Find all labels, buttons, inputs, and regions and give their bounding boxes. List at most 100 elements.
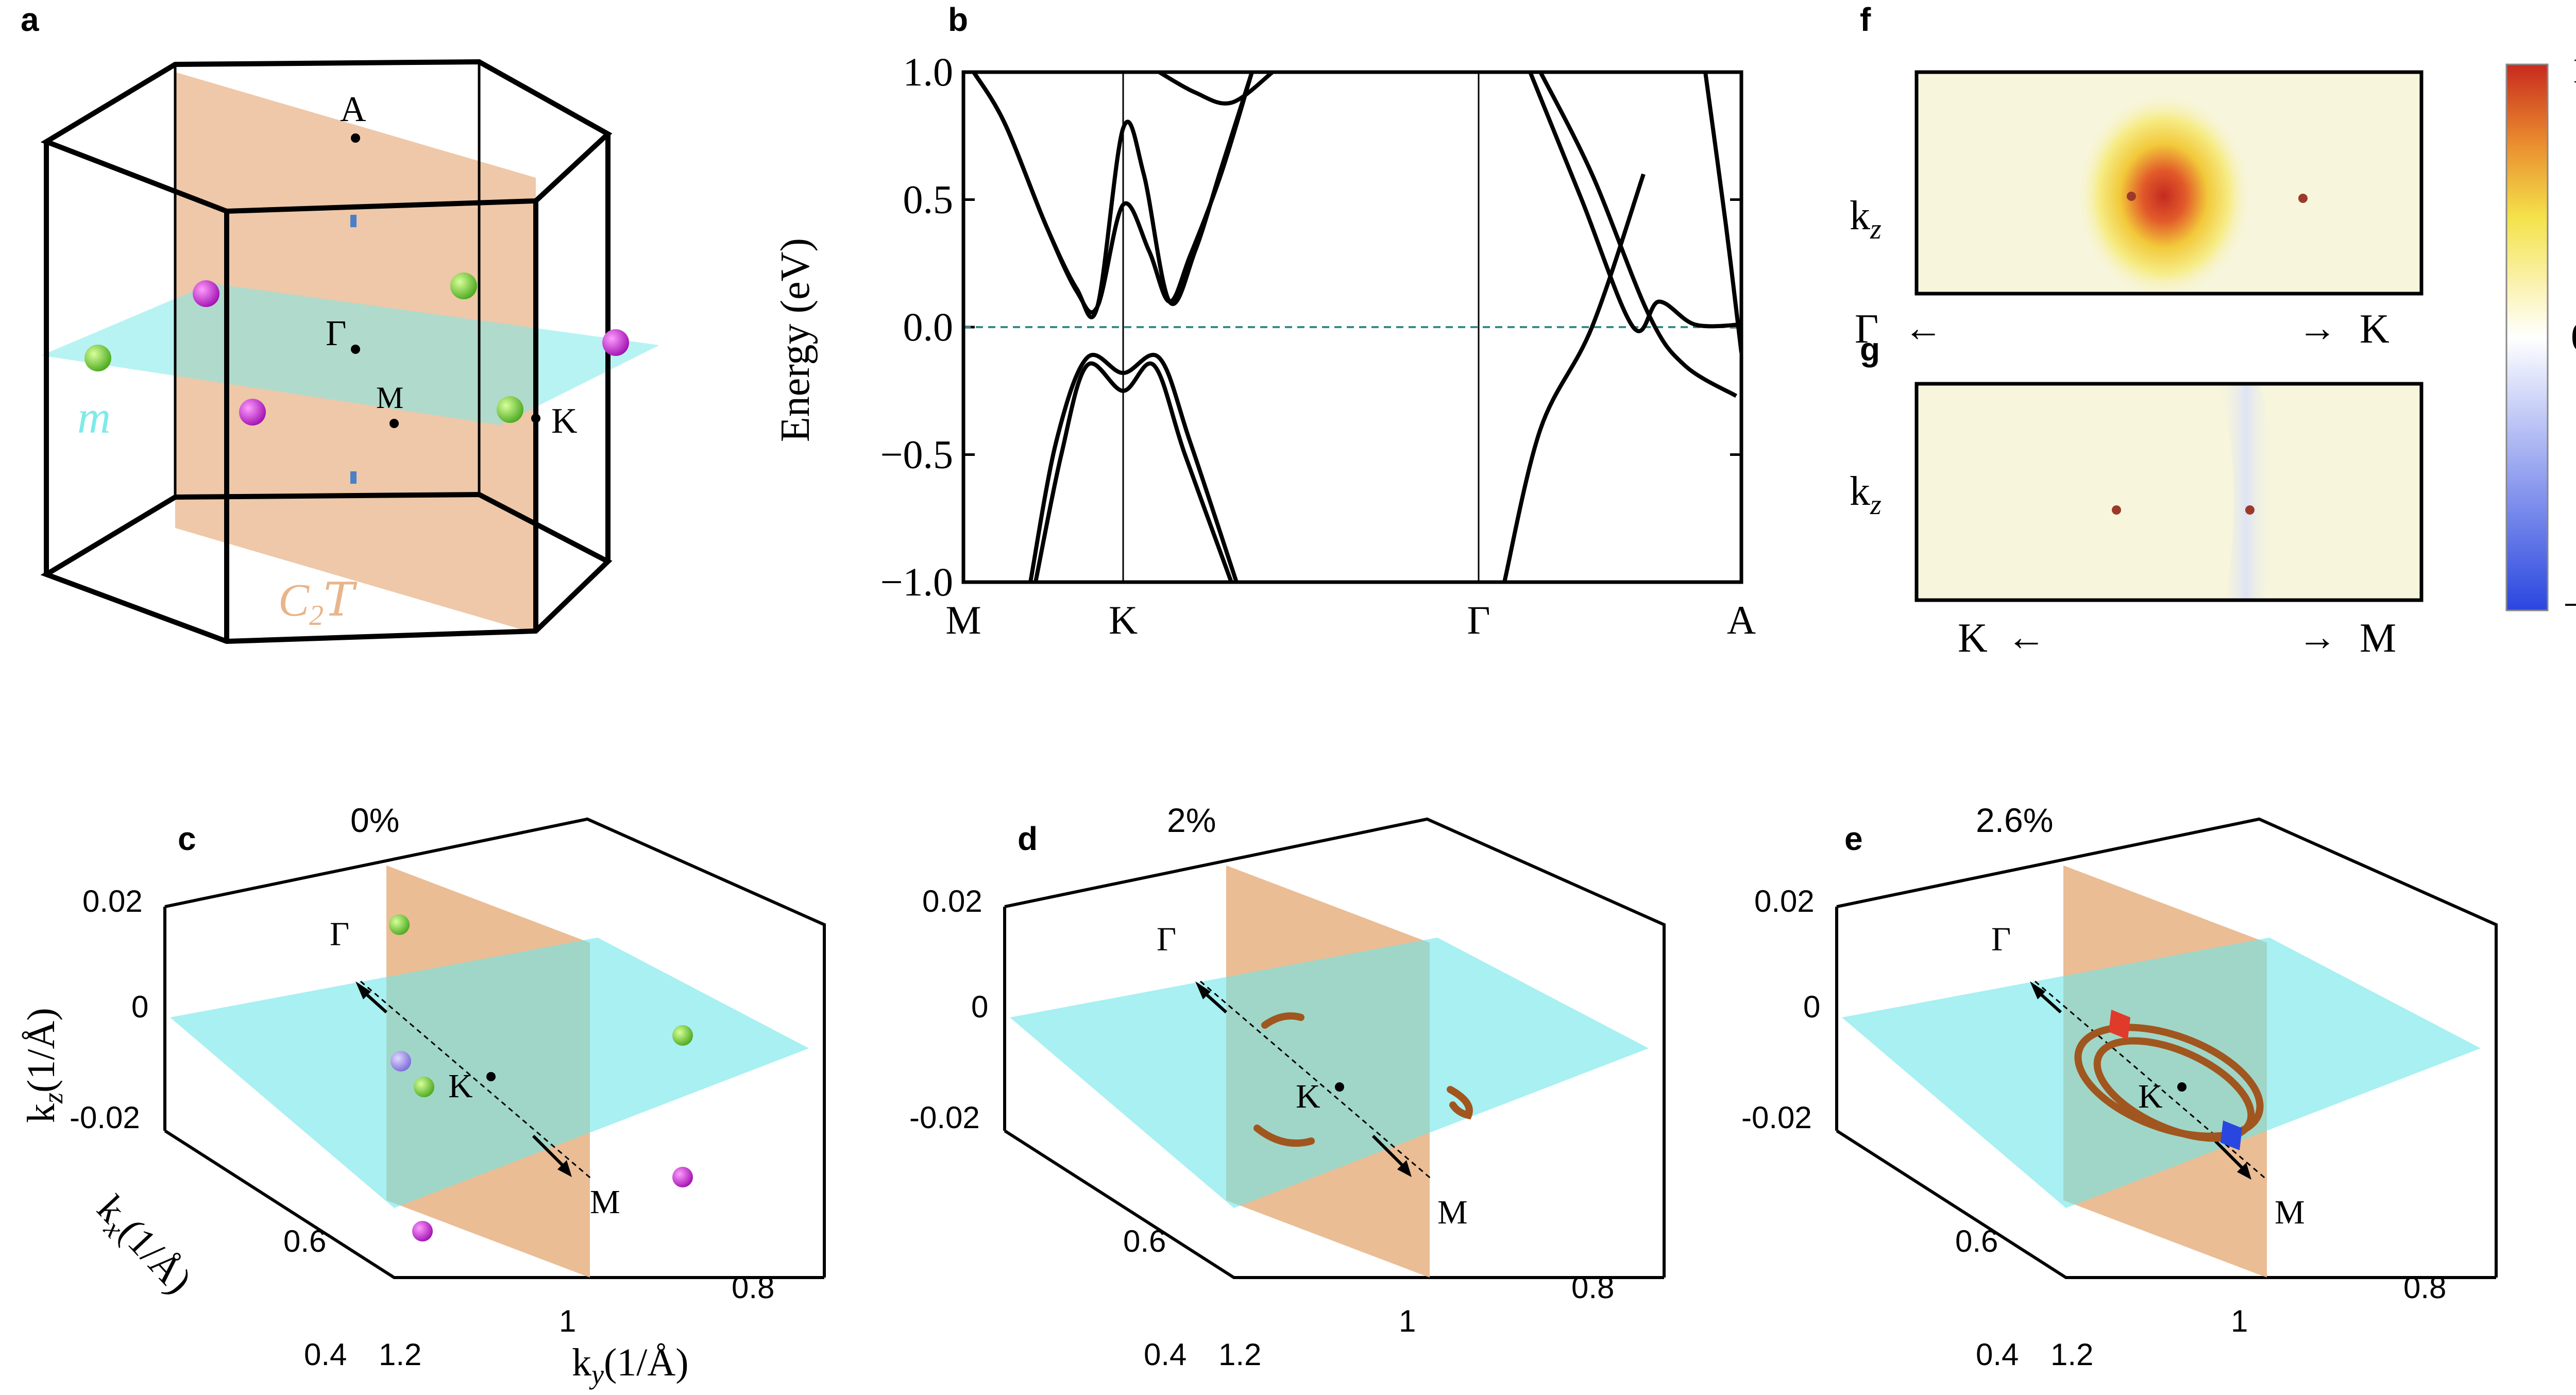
heatmap-f-ylabel-sub: z bbox=[1870, 213, 1882, 245]
heatmap-g-ylabel-main: k bbox=[1850, 469, 1870, 514]
heatmap-f-left-label: Γ bbox=[1855, 307, 1878, 352]
panel-label-d: d bbox=[1018, 820, 1038, 857]
kz-tick-d-1: 0.02 bbox=[922, 884, 982, 918]
m-plane-e bbox=[1842, 938, 2481, 1208]
band-ytick-label-3: −0.5 bbox=[880, 432, 954, 477]
label-m-d: M bbox=[1437, 1194, 1468, 1231]
point-m-label: M bbox=[376, 381, 403, 415]
ky-tick-e-2: 1 bbox=[2231, 1304, 2248, 1338]
heatmap-f-right-arrow: → bbox=[2298, 307, 2337, 350]
panel-f: f kz Γ ← → K bbox=[1850, 1, 2424, 352]
band-xtick-label-1: K bbox=[1109, 598, 1138, 642]
arrow-m-e bbox=[2214, 1139, 2245, 1171]
nodal-loops-e bbox=[2074, 1024, 2264, 1142]
label-m-c: M bbox=[590, 1183, 620, 1221]
colorbar-gradient bbox=[2505, 63, 2549, 611]
weyl-c-4 bbox=[414, 1077, 434, 1097]
weyl-points bbox=[84, 273, 629, 426]
kz-tick-d-3: -0.02 bbox=[909, 1100, 980, 1135]
nodal-marker-upper bbox=[350, 215, 357, 227]
point-k-e bbox=[2177, 1082, 2187, 1092]
heatmap-f-right-label: K bbox=[2360, 307, 2389, 352]
colorbar-mid-label: 0 bbox=[2571, 314, 2576, 359]
ky-tick-d-3: 0.8 bbox=[1571, 1270, 1614, 1305]
panel-a: a A bbox=[21, 1, 659, 644]
kz-tick-e-1: 0.02 bbox=[1754, 884, 1815, 918]
panel-label-c: c bbox=[178, 820, 196, 857]
band-ytick-label-2: 0.0 bbox=[903, 304, 954, 349]
triple-point-red bbox=[2109, 1010, 2130, 1040]
panel-label-b: b bbox=[948, 1, 968, 38]
plane-c2t-base: C bbox=[278, 575, 310, 626]
point-gamma-dot bbox=[351, 345, 360, 354]
plane-c2t-label: C2T bbox=[278, 573, 358, 632]
heatmap-g-frame bbox=[1914, 382, 2424, 602]
weyl-point-green bbox=[450, 273, 477, 299]
band-ylabel: Energy (eV) bbox=[773, 238, 818, 442]
heatmap-g-weyl-point-1 bbox=[2112, 505, 2121, 515]
kx-axis-label: kx(1/Å) bbox=[85, 1187, 200, 1306]
point-k-dot bbox=[531, 414, 540, 423]
colorbar-min-label: −1 bbox=[2563, 582, 2576, 627]
heatmap-g-left-label: K bbox=[1958, 616, 1988, 661]
weyl-point-purple bbox=[239, 399, 266, 426]
point-k-label: K bbox=[551, 401, 578, 441]
arrow-m-head-e bbox=[2237, 1163, 2251, 1180]
ky-axis-label-unit: (1/Å) bbox=[604, 1341, 689, 1384]
band-series-3 bbox=[1028, 352, 1239, 582]
kz-tick-c-2: 0 bbox=[131, 990, 148, 1024]
kz-axis-label: kz(1/Å) bbox=[20, 1008, 69, 1123]
kz-axis-label-main: k bbox=[20, 1103, 63, 1123]
band-xtick-label-2: Γ bbox=[1467, 598, 1490, 642]
label-k-e: K bbox=[2138, 1078, 2163, 1115]
heatmap-g-weyl-point-2 bbox=[2245, 505, 2255, 515]
kx-tick-e-1: 0.6 bbox=[1955, 1224, 1998, 1258]
heatmap-g-ylabel-sub: z bbox=[1870, 489, 1882, 521]
heatmap-g-background bbox=[1917, 384, 2421, 600]
panel-label-g: g bbox=[1860, 331, 1880, 368]
arrow-m-head-c bbox=[557, 1160, 572, 1177]
weyl-point-green bbox=[84, 345, 111, 371]
box-c bbox=[163, 817, 826, 1279]
weyl-point-purple bbox=[602, 329, 629, 356]
panel-e: e 2.6% Γ K M 0.02 0 -0.02 0.6 0.4 1.2 1 … bbox=[1741, 801, 2498, 1372]
label-k-c: K bbox=[448, 1067, 473, 1105]
band-series-4 bbox=[1158, 72, 1274, 106]
band-series-1 bbox=[972, 72, 1254, 319]
band-series-8 bbox=[1703, 72, 1741, 353]
ky-tick-d-2: 1 bbox=[1399, 1304, 1416, 1338]
kz-axis-label-sub: z bbox=[38, 1093, 69, 1104]
ky-tick-c-2: 1 bbox=[559, 1304, 576, 1338]
ky-tick-c-1: 1.2 bbox=[379, 1337, 421, 1372]
label-gamma-d: Γ bbox=[1157, 921, 1176, 958]
kz-tick-e-3: -0.02 bbox=[1741, 1100, 1812, 1135]
strain-label-c: 0% bbox=[350, 801, 399, 839]
kx-tick-d-1: 0.6 bbox=[1123, 1224, 1166, 1258]
arrow-gamma-head-e bbox=[2030, 981, 2045, 999]
weyl-c-5 bbox=[672, 1167, 693, 1187]
heatmap-g-left-arrow: ← bbox=[2007, 616, 2046, 659]
triple-point-blue bbox=[2221, 1120, 2242, 1150]
heatmap-g-ylabel: kz bbox=[1850, 469, 1882, 521]
heatmap-f-weyl-point-1 bbox=[2127, 192, 2136, 201]
band-ytick-label-4: −1.0 bbox=[880, 559, 954, 604]
kpath-c bbox=[360, 980, 593, 1181]
weyl-c-6 bbox=[412, 1221, 433, 1241]
label-k-d: K bbox=[1296, 1078, 1320, 1115]
kz-axis-label-unit: (1/Å) bbox=[20, 1008, 63, 1093]
strain-label-e: 2.6% bbox=[1976, 801, 2053, 839]
panel-label-e: e bbox=[1844, 820, 1863, 857]
colorbar-max-label: 1 bbox=[2571, 46, 2576, 91]
colorbar: 1 0 −1 bbox=[2505, 46, 2576, 627]
weyl-point-green bbox=[497, 396, 523, 423]
arrow-m-c bbox=[532, 1134, 566, 1168]
plane-c2t-script: T bbox=[324, 573, 358, 627]
heatmap-g-right-arrow: → bbox=[2298, 616, 2337, 659]
label-gamma-e: Γ bbox=[1991, 921, 2011, 958]
heatmap-g-negative-band bbox=[2218, 384, 2274, 600]
box-e bbox=[1835, 817, 2498, 1279]
nodal-marker-lower bbox=[350, 471, 357, 484]
nodal-segment-d-2 bbox=[1253, 1125, 1315, 1147]
